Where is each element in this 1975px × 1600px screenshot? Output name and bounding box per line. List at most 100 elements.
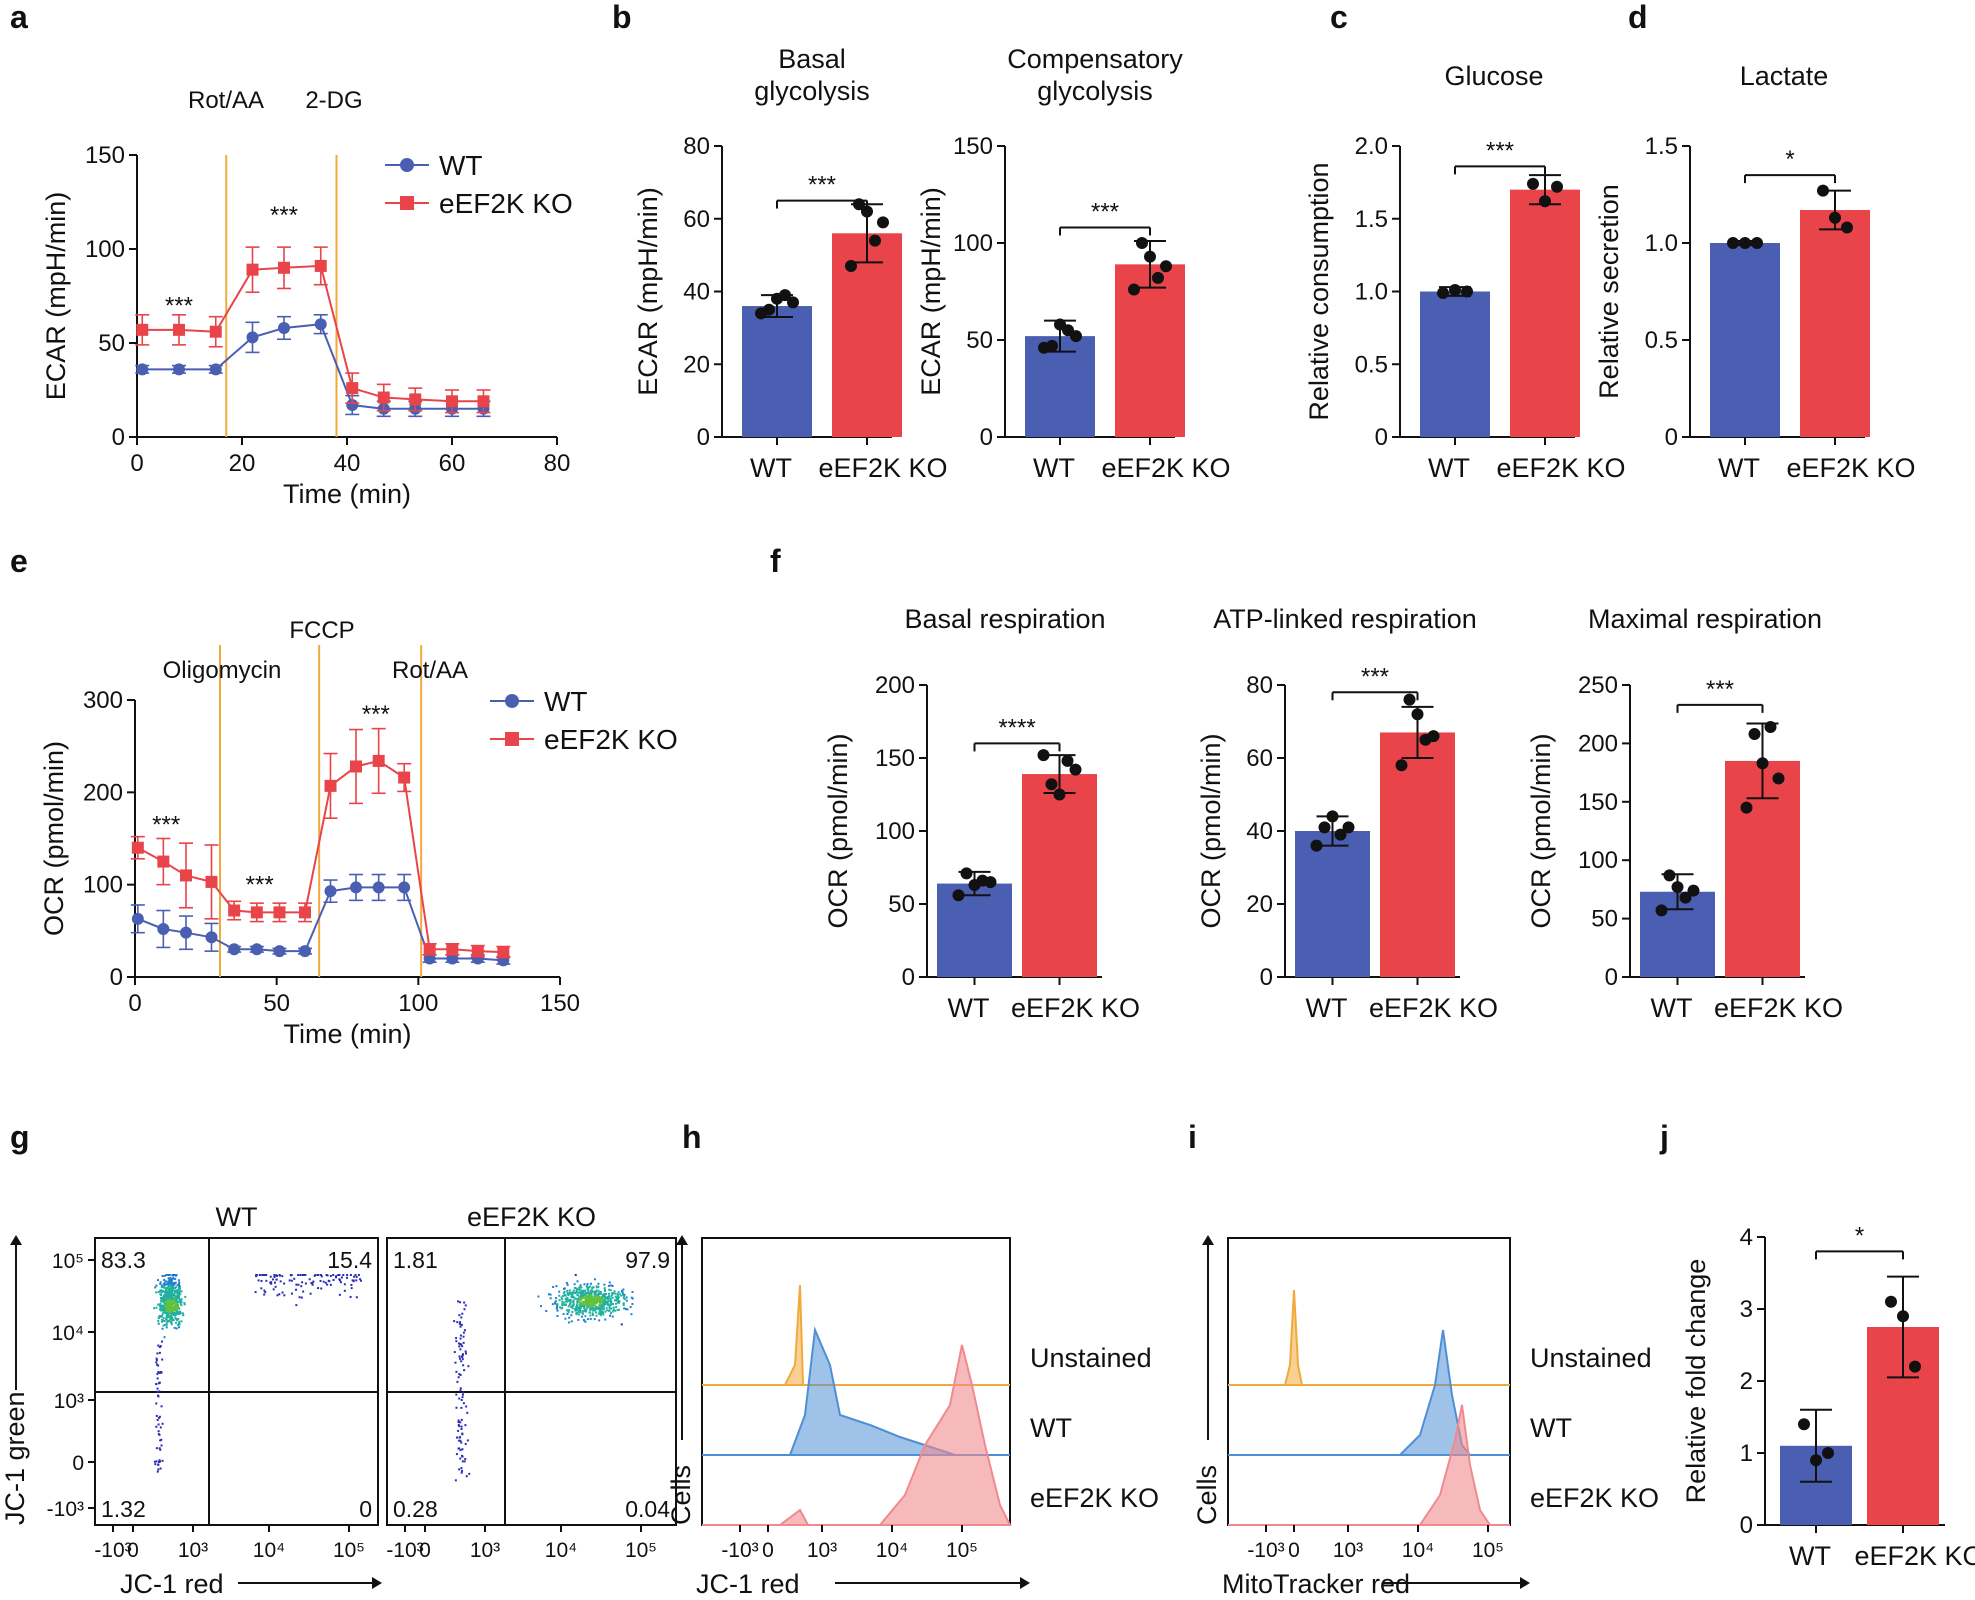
g-event (176, 1283, 179, 1286)
g-event (563, 1287, 566, 1290)
g-event (593, 1307, 596, 1310)
f1-data-point (1053, 788, 1066, 801)
g-event (180, 1301, 183, 1304)
j-y-tick-label: 2 (1740, 1368, 1753, 1395)
g-event (589, 1294, 592, 1297)
g-event (558, 1290, 561, 1293)
e-x-tick-label: 100 (398, 990, 438, 1017)
g-event (164, 1283, 167, 1286)
g-event (174, 1290, 177, 1293)
g-event (176, 1305, 179, 1308)
i-x-tick-label: -10³ (1247, 1539, 1284, 1562)
g-event (461, 1396, 464, 1399)
g-event (177, 1310, 180, 1313)
g-event (597, 1285, 600, 1288)
g-event (573, 1286, 576, 1289)
g-event (183, 1303, 186, 1306)
g-event (562, 1292, 565, 1295)
a-point-wt (209, 363, 222, 376)
g-event (166, 1305, 169, 1308)
g-event (462, 1391, 465, 1394)
g-event (599, 1292, 602, 1295)
e-point-wt (350, 881, 362, 894)
h-track-label: WT (1030, 1413, 1072, 1443)
g-event (161, 1358, 164, 1361)
d-title: Lactate (1740, 61, 1829, 91)
g-event (172, 1293, 175, 1296)
g-event (604, 1293, 607, 1296)
g-event (163, 1278, 166, 1281)
g-event (177, 1318, 180, 1321)
g-event (165, 1311, 168, 1314)
g-event (585, 1291, 588, 1294)
g-event (158, 1308, 161, 1311)
b1-bar-0 (742, 306, 812, 437)
g-event (464, 1424, 467, 1427)
g-event (551, 1303, 554, 1306)
e-point-ko (497, 946, 510, 959)
g-event (329, 1275, 332, 1278)
g-event (598, 1300, 601, 1303)
g-event (168, 1274, 171, 1276)
g-event (594, 1295, 597, 1298)
g-event (623, 1295, 626, 1298)
g-event (459, 1449, 462, 1452)
g-event (159, 1293, 162, 1296)
g-event (157, 1322, 160, 1325)
g-event (153, 1307, 156, 1310)
g-event (612, 1292, 615, 1295)
g-event (461, 1393, 464, 1396)
g-x-tick-label: 10⁴ (545, 1539, 577, 1562)
e-point-ko (423, 943, 436, 956)
g-event (589, 1307, 592, 1310)
g-event (584, 1300, 587, 1303)
a-significance: *** (270, 202, 298, 229)
g-event (598, 1307, 601, 1310)
g-event (174, 1296, 177, 1299)
g-event (261, 1274, 264, 1276)
g-event (166, 1314, 169, 1317)
g-event (569, 1291, 572, 1294)
a-point-wt (278, 321, 290, 334)
g-event (568, 1321, 571, 1324)
g-event (555, 1307, 558, 1310)
g-event (568, 1316, 571, 1319)
chart-f1: 0 50 100 150 200 WT eEF2K KO **** OCR (pmol/min)… (823, 604, 1140, 1023)
f3-category-label: WT (1651, 993, 1693, 1023)
g-event (590, 1282, 593, 1285)
g-event (549, 1293, 552, 1296)
g-event (570, 1296, 573, 1299)
g-event (163, 1305, 166, 1308)
g-event (163, 1336, 166, 1339)
g-event (625, 1296, 628, 1299)
g-event (164, 1301, 167, 1304)
g-event (158, 1390, 161, 1393)
g-event (555, 1285, 558, 1288)
g-event (273, 1281, 276, 1284)
d-y-tick-label: 1.0 (1645, 230, 1678, 257)
g-event (622, 1302, 625, 1305)
g-event (167, 1296, 170, 1299)
g-event (585, 1298, 588, 1301)
b2-title: glycolysis (1037, 76, 1153, 106)
g-event (169, 1314, 172, 1317)
e-point-wt (180, 926, 192, 939)
g-event (537, 1295, 540, 1298)
g-event (178, 1298, 181, 1301)
g-event (605, 1306, 608, 1309)
g-event (588, 1311, 591, 1314)
g-event (269, 1275, 272, 1278)
g-event (593, 1318, 596, 1321)
g-event (595, 1295, 598, 1298)
g-event (260, 1280, 263, 1283)
g-event (458, 1355, 461, 1358)
g-event (276, 1274, 279, 1277)
g-event (620, 1294, 623, 1297)
g-event (595, 1300, 598, 1303)
g-event (155, 1284, 158, 1287)
g-event (462, 1341, 465, 1344)
g-event (293, 1277, 296, 1280)
e-point-wt (372, 881, 385, 894)
f2-y-tick-label: 20 (1246, 891, 1273, 918)
g-event (355, 1279, 358, 1282)
